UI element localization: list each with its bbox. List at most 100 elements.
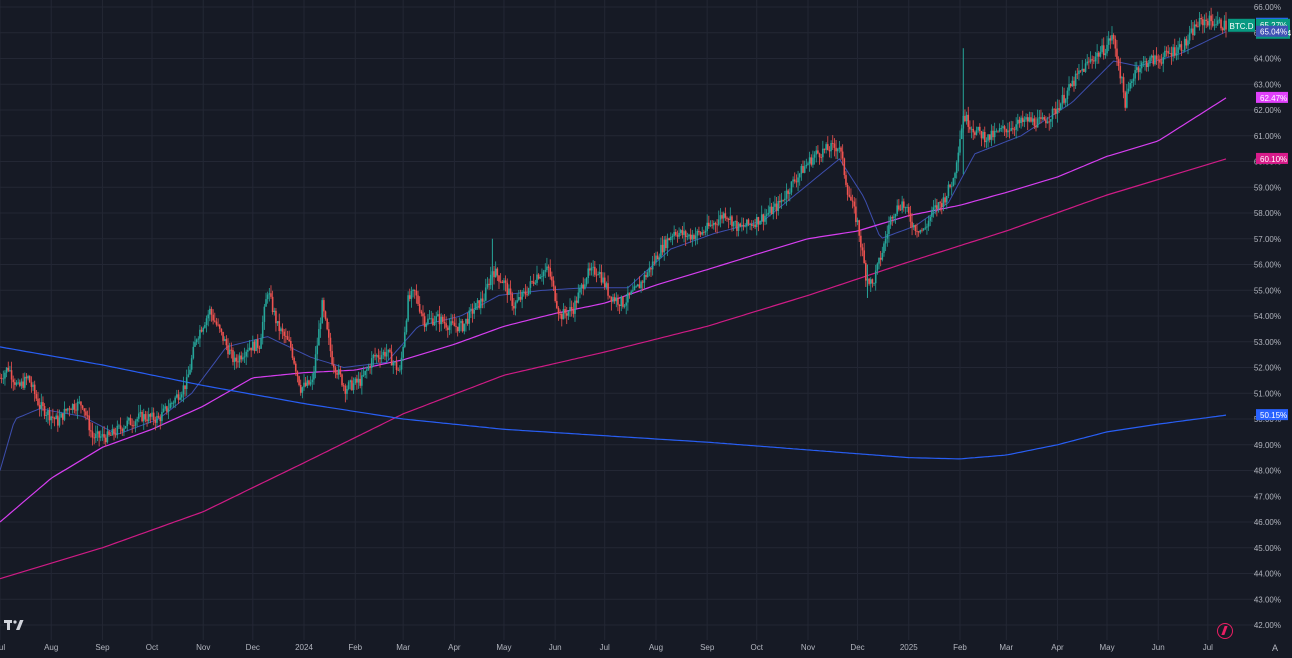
candle-body xyxy=(390,351,393,366)
candle-body xyxy=(55,415,57,420)
candle-body xyxy=(101,434,104,437)
price-label-bg xyxy=(1256,409,1288,421)
x-tick-label: Aug xyxy=(649,643,663,652)
candle-body xyxy=(643,274,646,283)
candle-body xyxy=(494,268,497,278)
candle-body xyxy=(298,376,300,385)
y-tick-label: 45.00% xyxy=(1254,544,1281,553)
candle-body xyxy=(554,286,556,302)
candle-body xyxy=(980,131,983,139)
candle-body xyxy=(741,224,743,227)
candle-body xyxy=(1031,118,1034,122)
candle-body xyxy=(28,376,31,383)
candle-body xyxy=(622,296,624,307)
candle-body xyxy=(632,290,634,292)
candle-body xyxy=(544,270,547,272)
candle-body xyxy=(91,431,94,438)
candle-body xyxy=(285,335,287,337)
candle-body xyxy=(243,356,246,358)
candle-body xyxy=(334,367,337,373)
candle-body xyxy=(1063,94,1065,103)
candle-body xyxy=(0,377,3,379)
candle-body xyxy=(744,226,746,228)
candle-body xyxy=(1046,121,1049,124)
candle-body xyxy=(20,381,23,386)
candle-body xyxy=(111,429,114,436)
candle-body xyxy=(137,413,140,419)
candle-body xyxy=(1112,35,1115,39)
candle-body xyxy=(623,305,626,307)
candle-body xyxy=(375,355,378,357)
candle-body xyxy=(931,210,933,217)
candle-body xyxy=(172,402,175,404)
candle-body xyxy=(448,325,451,330)
candle-body xyxy=(1159,59,1161,63)
candle-body xyxy=(4,372,6,379)
candle-body xyxy=(38,405,41,409)
candle-body xyxy=(146,419,148,422)
x-tick-label: May xyxy=(496,643,511,652)
candle-body xyxy=(1197,26,1199,28)
candle-body xyxy=(577,292,580,303)
candle-body xyxy=(481,298,484,302)
candle-body xyxy=(1086,61,1089,64)
candle-body xyxy=(377,355,380,358)
candle-body xyxy=(131,425,133,426)
x-tick-label: Oct xyxy=(146,643,159,652)
candle-body xyxy=(190,358,193,370)
x-tick-label: Feb xyxy=(953,643,967,652)
candle-body xyxy=(605,283,608,288)
candle-body xyxy=(850,196,852,201)
candle-body xyxy=(217,324,219,326)
candle-body xyxy=(603,277,606,288)
candle-body xyxy=(684,231,687,238)
candle-body xyxy=(347,382,350,389)
candle-body xyxy=(541,276,543,278)
candle-body xyxy=(164,406,167,409)
candle-body xyxy=(93,437,95,439)
candle-body xyxy=(1173,47,1176,56)
candle-body xyxy=(693,234,695,240)
candle-body xyxy=(344,385,347,394)
candle-body xyxy=(124,426,127,429)
candle-body xyxy=(1225,20,1227,30)
candle-body xyxy=(795,181,798,183)
candle-body xyxy=(184,385,186,390)
candle-body xyxy=(936,205,938,210)
candle-body xyxy=(846,184,849,195)
candle-body xyxy=(119,425,122,429)
candle-body xyxy=(159,417,162,422)
candle-body xyxy=(1013,129,1016,131)
candle-body xyxy=(815,150,818,155)
candle-body xyxy=(98,431,100,438)
candle-body xyxy=(410,291,413,299)
candle-body xyxy=(456,326,459,332)
candle-body xyxy=(949,184,951,187)
candle-body xyxy=(1094,56,1097,62)
candle-body xyxy=(250,347,252,351)
candle-body xyxy=(992,130,994,138)
lightning-bolt-icon[interactable] xyxy=(1217,623,1233,639)
candle-body xyxy=(369,366,371,368)
candle-body xyxy=(232,350,234,363)
candle-body xyxy=(1183,38,1186,51)
candle-body xyxy=(402,346,404,358)
candle-body xyxy=(0,377,1,379)
candle-body xyxy=(471,308,474,314)
candle-body xyxy=(810,157,813,165)
candle-body xyxy=(891,217,894,219)
candle-body xyxy=(826,144,829,151)
candle-body xyxy=(446,327,449,330)
price-label: 50.15% xyxy=(1260,411,1287,420)
candle-body xyxy=(88,415,91,431)
symbol-label-bg xyxy=(1228,18,1255,32)
candle-body xyxy=(367,366,370,370)
ma-line-short xyxy=(0,31,1227,471)
candle-body xyxy=(276,321,279,324)
candle-body xyxy=(922,228,925,231)
candle-body xyxy=(76,401,79,411)
candle-body xyxy=(856,220,859,223)
candle-body xyxy=(782,199,784,201)
candle-body xyxy=(123,428,125,432)
